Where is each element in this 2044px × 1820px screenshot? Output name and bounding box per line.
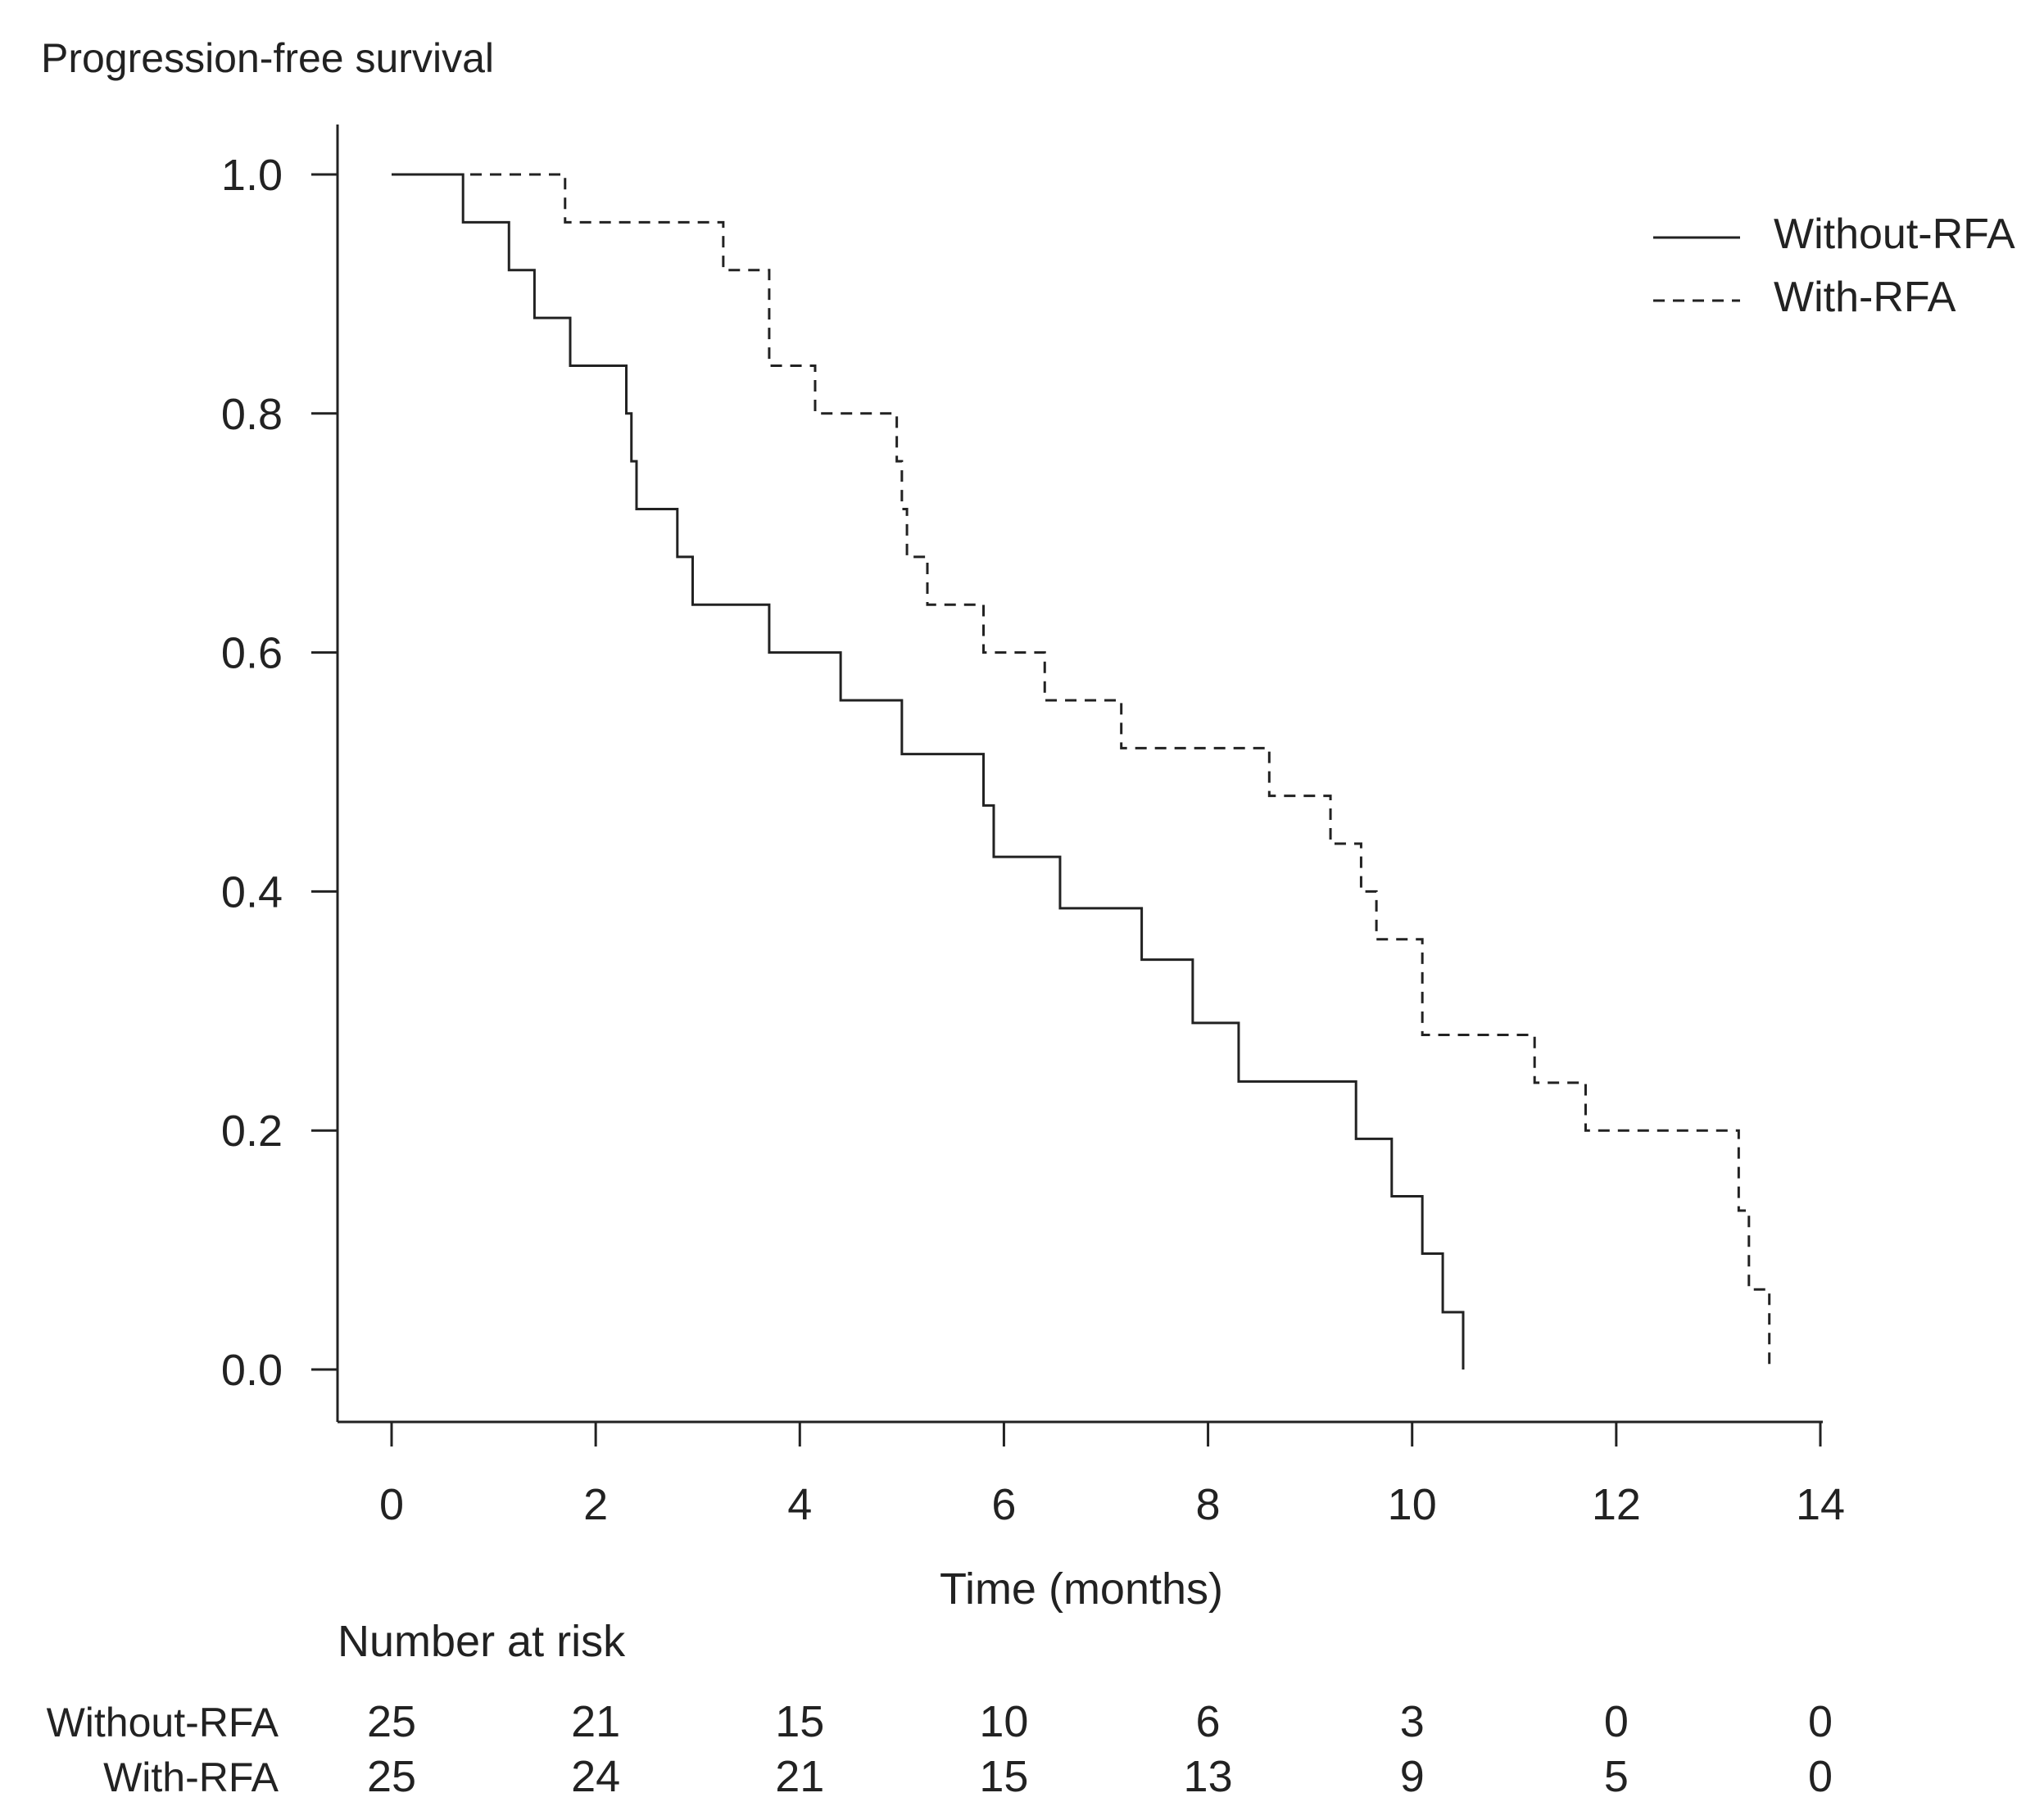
risk-value: 5 xyxy=(1604,1752,1629,1801)
x-axis-label: Time (months) xyxy=(940,1564,1223,1614)
x-tick-label: 4 xyxy=(787,1480,812,1529)
risk-value: 21 xyxy=(571,1697,620,1746)
risk-value: 0 xyxy=(1808,1752,1833,1801)
x-tick-label: 2 xyxy=(583,1480,608,1529)
risk-value: 15 xyxy=(979,1752,1028,1801)
y-tick-label: 1.0 xyxy=(221,151,283,200)
series-line-with-rfa xyxy=(392,173,1771,1370)
risk-value: 0 xyxy=(1808,1697,1833,1746)
y-tick-label: 0.8 xyxy=(221,390,283,439)
legend: Without-RFA With-RFA xyxy=(1653,211,2015,321)
legend-label-with-rfa: With-RFA xyxy=(1774,274,1956,321)
risk-value: 15 xyxy=(775,1697,824,1746)
y-tick-label: 0.6 xyxy=(221,629,283,678)
series-layer xyxy=(392,173,1771,1370)
y-tick-label: 0.4 xyxy=(221,867,283,917)
risk-value: 24 xyxy=(571,1752,620,1801)
x-tick-label: 14 xyxy=(1796,1480,1845,1529)
risk-row-label: With-RFA xyxy=(103,1754,279,1800)
x-tick-label: 6 xyxy=(991,1480,1016,1529)
risk-value: 6 xyxy=(1196,1697,1221,1746)
risk-value: 10 xyxy=(979,1697,1028,1746)
series-line-without-rfa xyxy=(392,173,1465,1370)
risk-value: 25 xyxy=(367,1752,416,1801)
x-tick-label: 10 xyxy=(1388,1480,1437,1529)
risk-value: 13 xyxy=(1184,1752,1233,1801)
risk-value: 0 xyxy=(1604,1697,1629,1746)
risk-value: 21 xyxy=(775,1752,824,1801)
chart-title: Progression-free survival xyxy=(41,35,494,81)
legend-label-without-rfa: Without-RFA xyxy=(1774,211,2015,258)
risk-row-label: Without-RFA xyxy=(47,1700,279,1745)
y-tick-label: 0.2 xyxy=(221,1107,283,1156)
risk-value: 3 xyxy=(1400,1697,1425,1746)
x-tick-label: 0 xyxy=(379,1480,404,1529)
risk-table-heading: Number at risk xyxy=(338,1617,626,1666)
y-ticks: 0.0 0.2 0.4 0.6 0.8 1.0 xyxy=(221,151,338,1395)
x-ticks: 0 2 4 6 8 10 12 14 xyxy=(379,1422,1845,1529)
x-tick-label: 8 xyxy=(1196,1480,1221,1529)
risk-value: 25 xyxy=(367,1697,416,1746)
x-tick-label: 12 xyxy=(1592,1480,1641,1529)
risk-table: Without-RFA 25 21 15 10 6 3 0 0 With-RFA 25 24 21 15 1… xyxy=(47,1697,1833,1801)
risk-value: 9 xyxy=(1400,1752,1425,1801)
y-tick-label: 0.0 xyxy=(221,1346,283,1395)
